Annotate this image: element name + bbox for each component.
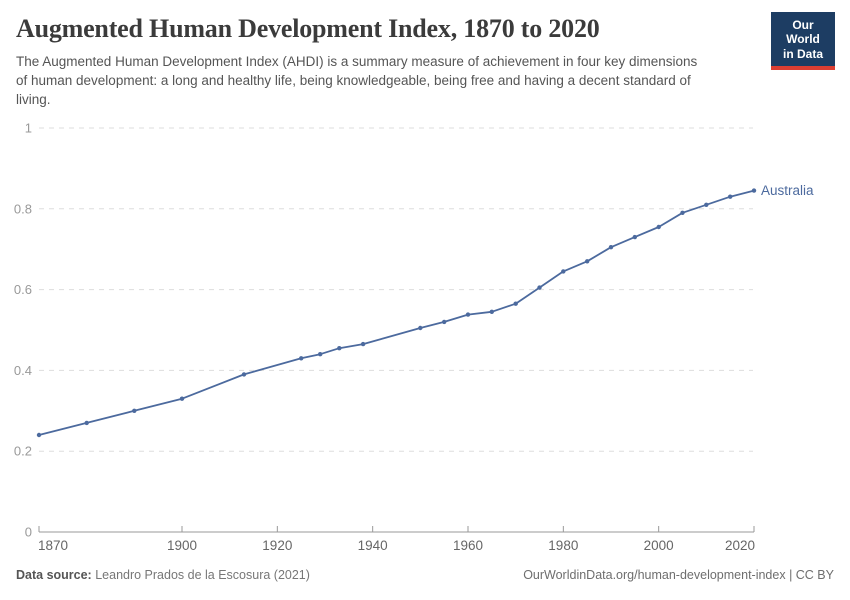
- x-tick-label: 1920: [262, 538, 292, 553]
- data-source-label: Data source:: [16, 568, 92, 582]
- y-tick-label: 1: [25, 121, 32, 136]
- series-end-label[interactable]: Australia: [761, 183, 814, 198]
- data-point: [704, 202, 709, 207]
- data-source: Data source: Leandro Prados de la Escosu…: [16, 568, 310, 582]
- owid-url-license-link[interactable]: OurWorldinData.org/human-development-ind…: [523, 568, 834, 582]
- page-title: Augmented Human Development Index, 1870 …: [16, 14, 600, 43]
- x-tick-label: 1960: [453, 538, 483, 553]
- y-tick-label: 0.2: [14, 444, 32, 459]
- owid-logo-line2: in Data: [782, 46, 823, 61]
- data-point: [537, 285, 542, 290]
- data-point: [84, 420, 89, 426]
- data-point: [337, 346, 342, 351]
- series-line-australia: [38, 189, 755, 436]
- data-point: [465, 312, 471, 317]
- y-tick-label: 0.4: [14, 363, 32, 378]
- owid-logo-stripe: [771, 66, 835, 71]
- data-point: [299, 356, 304, 361]
- data-point: [632, 234, 637, 240]
- data-point: [442, 319, 447, 325]
- data-point: [585, 259, 590, 264]
- data-point: [241, 372, 247, 377]
- x-tick-label: 1870: [38, 538, 68, 553]
- owid-logo[interactable]: Our World in Data: [771, 12, 835, 71]
- y-tick-label: 0.8: [14, 201, 32, 216]
- y-tick-label: 0: [25, 525, 32, 540]
- line-chart: 0 0.2 0.4 0.6 0.8 1 1870 1900 1920 1940 1960 1980 20…: [0, 110, 850, 570]
- x-tick-label: 1940: [358, 538, 388, 553]
- data-point: [751, 188, 757, 193]
- x-tick-label: 1980: [548, 538, 578, 553]
- data-point: [608, 245, 614, 250]
- data-point: [132, 408, 137, 413]
- x-tick-label: 1900: [167, 538, 197, 553]
- y-tick-label: 0.6: [14, 282, 32, 297]
- data-point: [36, 432, 42, 438]
- chart-footer: Data source: Leandro Prados de la Escosu…: [16, 568, 834, 582]
- data-point: [728, 194, 733, 199]
- data-point: [513, 301, 518, 306]
- x-tick-label: 2020: [725, 538, 755, 553]
- owid-logo-line1: Our World: [786, 18, 820, 47]
- chart-svg: 0 0.2 0.4 0.6 0.8 1 1870 1900 1920 1940 1960 1980 20…: [14, 121, 814, 554]
- data-point: [489, 309, 494, 314]
- data-source-value: Leandro Prados de la Escosura (2021): [91, 568, 310, 582]
- data-point: [561, 269, 566, 274]
- data-point: [360, 341, 366, 347]
- data-point: [418, 325, 423, 331]
- data-point: [680, 210, 685, 215]
- x-tick-label: 2000: [644, 538, 674, 553]
- data-point: [656, 224, 661, 230]
- data-point: [318, 352, 323, 357]
- data-point: [179, 396, 185, 401]
- chart-subtitle: The Augmented Human Development Index (A…: [16, 54, 698, 108]
